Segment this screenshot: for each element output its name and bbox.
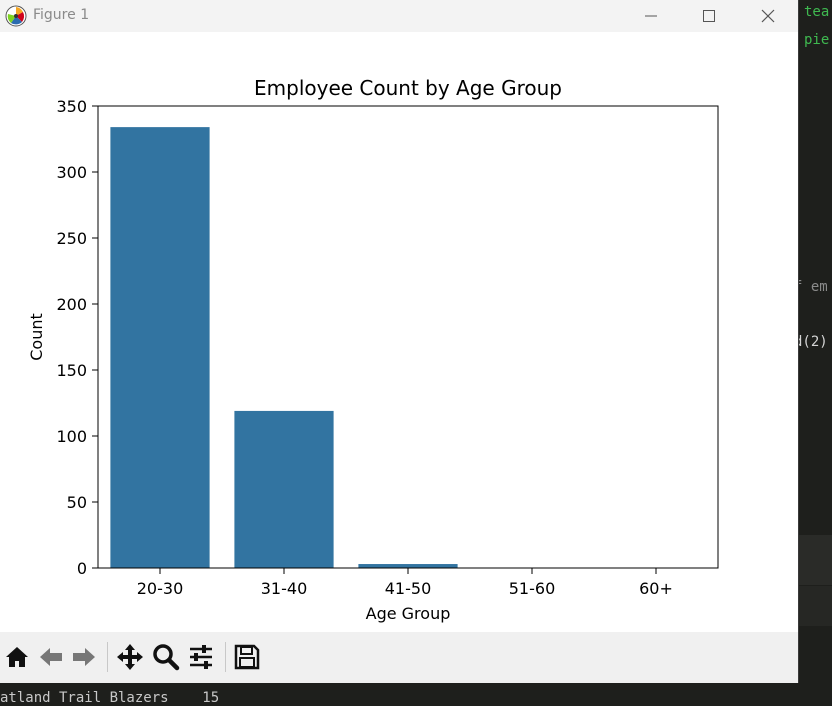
y-tick-label: 50	[67, 493, 87, 512]
zoom-magnifier-icon	[153, 644, 180, 671]
x-tick-label: 20-30	[137, 579, 184, 598]
code-line: pie	[804, 32, 830, 48]
code-line: f em	[794, 279, 828, 295]
bar-31-40	[234, 410, 334, 568]
y-tick-label: 100	[56, 427, 87, 446]
x-tick-label: 31-40	[261, 579, 308, 598]
title-bar[interactable]: Figure 1	[0, 0, 798, 32]
y-tick-label: 0	[77, 559, 87, 578]
code-line: d(2)	[794, 334, 828, 350]
back-arrow-icon	[40, 648, 62, 666]
x-tick-label: 41-50	[385, 579, 432, 598]
x-tick-label: 60+	[639, 579, 673, 598]
toolbar-separator	[107, 642, 108, 672]
y-tick-label: 250	[56, 229, 87, 248]
figure-canvas[interactable]: 0 50 100 150 200 250 300 350 20-30 31-40 41-50 51-…	[0, 32, 798, 632]
close-button[interactable]	[739, 0, 797, 32]
minimize-icon	[645, 15, 657, 17]
maximize-icon	[703, 10, 715, 22]
minimize-button[interactable]	[622, 0, 680, 32]
configure-subplots-button[interactable]	[186, 642, 216, 672]
bar-chart: 0 50 100 150 200 250 300 350 20-30 31-40 41-50 51-…	[27, 76, 719, 623]
editor-panel-band	[798, 586, 832, 626]
x-axis-label: Age Group	[366, 604, 451, 623]
save-button[interactable]	[232, 642, 262, 672]
toolbar-separator	[225, 642, 226, 672]
forward-arrow-icon	[73, 648, 95, 666]
back-button[interactable]	[36, 642, 66, 672]
save-disk-icon	[234, 644, 260, 670]
x-tick-label: 51-60	[509, 579, 556, 598]
bar-41-50	[358, 564, 458, 568]
maximize-button[interactable]	[680, 0, 738, 32]
bar-20-30	[110, 127, 210, 569]
pan-move-icon	[117, 644, 143, 670]
chart-title: Employee Count by Age Group	[254, 76, 562, 100]
home-button[interactable]	[2, 642, 32, 672]
window-title: Figure 1	[33, 7, 90, 23]
terminal-output-line: atland Trail Blazers 15	[0, 690, 220, 706]
editor-panel-band	[798, 535, 832, 585]
configure-subplots-icon	[190, 645, 212, 669]
y-tick-label: 200	[56, 295, 87, 314]
pan-button[interactable]	[115, 642, 145, 672]
navigation-toolbar	[0, 632, 798, 683]
zoom-button[interactable]	[151, 642, 181, 672]
y-tick-label: 300	[56, 163, 87, 182]
figure-window: Figure 1 0 50 100 150 200 250 300 350 20-30 31-4…	[0, 0, 798, 683]
y-tick-label: 150	[56, 361, 87, 380]
forward-button[interactable]	[69, 642, 99, 672]
y-axis-label: Count	[27, 313, 46, 361]
close-icon	[761, 9, 775, 23]
home-icon	[6, 647, 28, 667]
matplotlib-app-icon	[5, 5, 27, 27]
y-tick-label: 350	[56, 97, 87, 116]
code-line: tea	[804, 4, 830, 20]
